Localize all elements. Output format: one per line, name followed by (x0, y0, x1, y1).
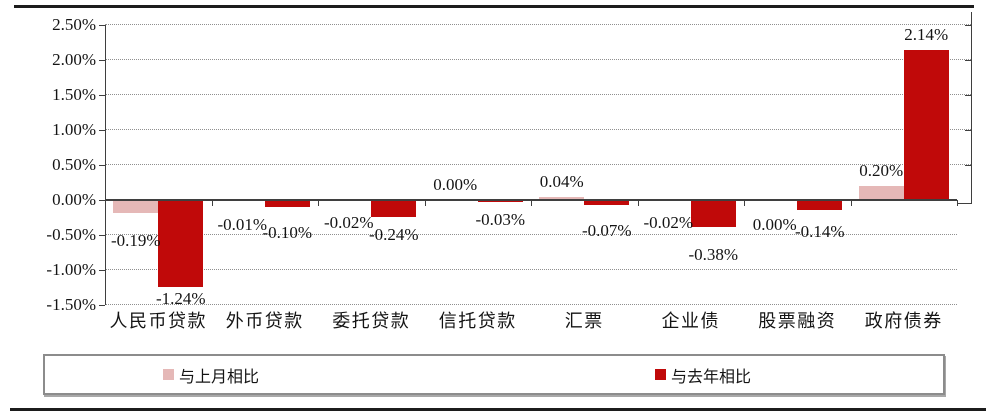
x-category-label-6: 股票融资 (758, 311, 837, 331)
y-axis-tick (99, 25, 105, 26)
right-axis-line (971, 12, 972, 204)
bar-yoy-0 (158, 200, 204, 287)
legend-swatch-yoy-icon (655, 369, 666, 380)
x-category-label-5: 企业债 (661, 311, 720, 331)
gridline (105, 304, 957, 305)
data-label-mom-3: 0.00% (433, 175, 478, 194)
data-label-mom-7: 0.20% (859, 161, 904, 180)
data-label-mom-0: -0.19% (110, 231, 161, 251)
gridline (105, 24, 971, 25)
legend-item-mom: 与上月相比 (163, 363, 259, 387)
y-axis-tick (99, 165, 105, 166)
x-category-label-2: 委托贷款 (332, 311, 411, 331)
bar-yoy-1 (264, 200, 310, 207)
legend-label-yoy: 与去年相比 (671, 368, 752, 386)
bar-mom-0 (113, 200, 159, 214)
data-label-mom-2: -0.02% (323, 213, 374, 233)
data-label-mom-4: 0.04% (539, 172, 584, 192)
x-category-label-1: 外币贷款 (225, 311, 304, 331)
y-axis-tick-label: -1.50% (46, 295, 96, 314)
y-axis-tick (99, 60, 105, 61)
x-axis-tick (318, 200, 319, 206)
gridline (105, 164, 971, 165)
y-axis-tick-label: 1.00% (52, 120, 96, 139)
legend-swatch-mom-icon (163, 369, 174, 380)
data-label-yoy-1: -0.10% (262, 223, 313, 242)
x-axis-tick (850, 200, 852, 206)
data-label-yoy-4: -0.07% (581, 220, 632, 240)
y-axis-tick (99, 235, 105, 236)
y-axis-tick-label: 2.00% (52, 50, 96, 69)
y-axis-tick-label: 1.50% (52, 85, 96, 104)
legend-label-mom: 与上月相比 (179, 368, 260, 386)
y-axis-tick-label: 2.50% (52, 15, 96, 34)
bar-yoy-7 (903, 50, 949, 200)
y-axis-tick (99, 200, 105, 201)
x-axis-tick (105, 200, 106, 206)
x-axis-tick (424, 200, 426, 206)
gridline (105, 234, 957, 235)
chart-legend: 与上月相比 与去年相比 (43, 354, 945, 395)
gridline (105, 59, 971, 60)
data-label-yoy-2: -0.24% (368, 224, 419, 244)
x-category-label-3: 信托贷款 (438, 311, 517, 331)
top-divider (14, 5, 974, 8)
gridline (105, 94, 971, 95)
bar-yoy-5 (690, 200, 736, 227)
data-label-yoy-7: 2.14% (904, 25, 949, 45)
right-axis-tick (965, 95, 971, 96)
x-axis-tick (744, 200, 745, 206)
data-label-yoy-0: -1.24% (155, 288, 206, 308)
right-axis-tick (965, 130, 971, 131)
x-axis-tick (637, 200, 639, 206)
bar-mom-7 (858, 186, 904, 200)
y-axis-tick-label: 0.00% (52, 190, 96, 209)
y-axis-tick-label: -0.50% (46, 225, 96, 244)
y-axis-tick (99, 95, 105, 96)
right-axis-foot (958, 203, 972, 204)
bottom-divider (10, 408, 986, 411)
data-label-mom-6: 0.00% (752, 215, 797, 234)
y-axis-tick (99, 305, 105, 306)
bar-mom-4 (539, 197, 585, 200)
x-axis-tick (957, 200, 958, 206)
right-axis-tick (965, 165, 971, 166)
y-axis-tick-label: -1.00% (46, 260, 96, 279)
x-axis-tick (211, 200, 213, 206)
gridline (105, 129, 971, 130)
x-category-label-0: 人民币贷款 (109, 311, 207, 331)
y-axis-tick (99, 130, 105, 131)
right-axis-tick (965, 60, 971, 61)
data-label-mom-1: -0.01% (217, 214, 268, 234)
bar-yoy-6 (797, 200, 843, 210)
gridline (105, 269, 957, 270)
y-axis-line (105, 25, 106, 305)
bar-yoy-4 (584, 200, 630, 205)
bar-yoy-3 (477, 200, 523, 203)
legend-item-yoy: 与去年相比 (655, 363, 751, 387)
bar-yoy-2 (371, 200, 417, 217)
x-category-label-7: 政府债券 (864, 311, 943, 331)
y-axis-tick-label: 0.50% (52, 155, 96, 174)
x-category-label-4: 汇票 (564, 311, 604, 331)
data-label-yoy-5: -0.38% (688, 244, 739, 264)
data-label-mom-5: -0.02% (643, 213, 694, 233)
right-axis-tick (965, 25, 971, 26)
data-label-yoy-6: -0.14% (794, 221, 845, 241)
y-axis-tick (99, 270, 105, 271)
data-label-yoy-3: -0.03% (475, 210, 526, 230)
x-axis-tick (531, 200, 532, 206)
